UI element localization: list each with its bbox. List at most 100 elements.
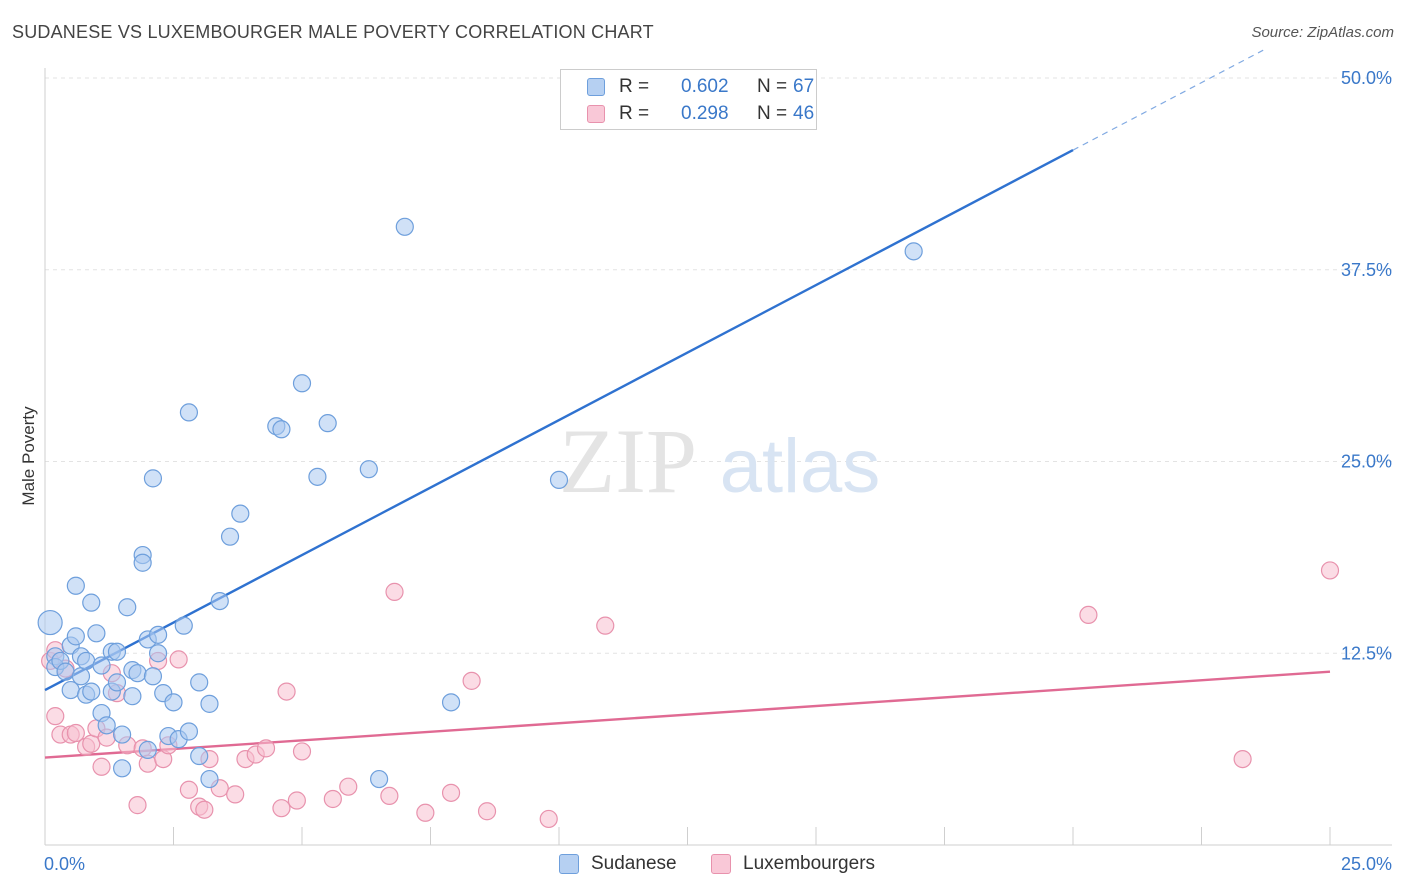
luxembourgers-point [256, 739, 276, 758]
luxembourgers-point [339, 777, 358, 796]
luxembourgers-point [46, 707, 65, 726]
sudanese-point [200, 769, 219, 789]
sudanese-point [148, 644, 168, 663]
sudanese-point [549, 470, 569, 490]
trend-line-luxembourgers [44, 670, 1331, 759]
luxembourgers-point [66, 723, 85, 743]
sudanese-point [359, 460, 378, 479]
trend-lines [44, 49, 1331, 759]
sudanese-point [190, 746, 209, 766]
luxembourgers-point [380, 786, 399, 806]
sudanese-point [112, 759, 132, 778]
legend-swatch-sudanese [587, 78, 605, 96]
luxembourgers-point [92, 757, 111, 776]
sudanese-point [66, 576, 85, 595]
sudanese-point [231, 504, 250, 523]
bottom-legend-label: Luxembourgers [743, 853, 876, 874]
sudanese-point [118, 598, 137, 617]
sudanese-point [200, 694, 219, 713]
y-tick-label: 25.0% [1341, 452, 1392, 472]
sudanese-point [272, 420, 291, 439]
sudanese-point [308, 467, 327, 486]
sudanese-point [292, 374, 312, 393]
x-tick-label: 25.0% [1341, 854, 1392, 874]
bottom-legend-swatch-sudanese [559, 854, 579, 874]
sudanese-point [71, 667, 91, 686]
y-tick-label: 37.5% [1341, 260, 1392, 280]
luxembourgers-point [82, 734, 101, 753]
x-tick-label: 0.0% [44, 854, 85, 874]
source-label: Source: ZipAtlas.com [1251, 24, 1394, 41]
y-tick-label: 12.5% [1341, 643, 1392, 663]
sudanese-point [128, 664, 147, 683]
sudanese-point [77, 651, 96, 671]
luxembourgers-point [272, 799, 291, 818]
legend-r-value: 0.602 [681, 76, 729, 97]
legend-r-label: R = [619, 103, 650, 124]
legend-n-value: 67 [793, 76, 815, 97]
trend-line-sudanese-extension [1072, 49, 1264, 151]
luxembourgers-point [462, 671, 481, 690]
sudanese-point [164, 693, 183, 712]
sudanese-point [179, 722, 199, 741]
watermark: ZIP atlas [559, 410, 880, 512]
sudanese-point [190, 673, 209, 692]
tick-labels: 12.5% 25.0% 37.5% 50.0% 0.0% 25.0% Male Povert… [19, 68, 1392, 874]
legend-r-value: 0.298 [681, 103, 729, 124]
luxembourgers-point [179, 780, 199, 799]
bottom-legend-label: Sudanese [591, 853, 677, 874]
sudanese-point [395, 217, 414, 236]
sudanese-point [148, 625, 168, 644]
sudanese-point [92, 656, 111, 675]
sudanese-point [904, 242, 923, 261]
watermark-atlas: atlas [720, 424, 881, 509]
legend-r-label: R = [619, 76, 650, 97]
y-axis-label: Male Poverty [19, 406, 38, 506]
sudanese-point [107, 673, 127, 692]
chart-title: SUDANESE VS LUXEMBOURGER MALE POVERTY CO… [12, 22, 654, 42]
grid-lines [45, 77, 1392, 654]
luxembourgers-point [287, 791, 306, 810]
luxembourgers-point [323, 789, 342, 809]
luxembourgers-point [292, 742, 312, 761]
sudanese-point [143, 469, 163, 488]
data-points [37, 217, 1340, 829]
luxembourgers-point [128, 796, 147, 815]
sudanese-point [56, 662, 75, 681]
axes [44, 68, 1392, 846]
legend-box: R = 0.602 N = 67 R = 0.298 N = 46 [560, 69, 817, 130]
luxembourgers-point [195, 800, 214, 819]
luxembourgers-point [441, 783, 461, 802]
luxembourgers-point [1079, 605, 1098, 625]
sudanese-point [138, 740, 157, 759]
sudanese-point [220, 527, 240, 546]
sudanese-point [143, 667, 163, 686]
sudanese-point [82, 682, 101, 701]
sudanese-point [210, 591, 229, 611]
luxembourgers-point [169, 650, 188, 669]
sudanese-point [97, 716, 116, 735]
luxembourgers-point [477, 802, 497, 821]
legend-n-value: 46 [793, 103, 815, 124]
bottom-legend-swatch-luxembourgers [711, 854, 731, 874]
sudanese-point [123, 687, 142, 706]
luxembourgers-point [277, 682, 296, 701]
legend-swatch-luxembourgers [587, 105, 605, 123]
sudanese-point [133, 553, 152, 572]
luxembourgers-point [539, 809, 558, 829]
y-tick-label: 50.0% [1341, 68, 1392, 88]
sudanese-point [107, 642, 127, 661]
luxembourgers-point [1320, 561, 1340, 580]
sudanese-point [87, 624, 106, 643]
sudanese-point [441, 693, 461, 712]
sudanese-point [318, 414, 337, 433]
luxembourgers-point [226, 785, 245, 804]
sudanese-point [66, 627, 85, 646]
sudanese-point [37, 609, 63, 636]
trend-line-sudanese [44, 149, 1074, 692]
sudanese-point [179, 403, 199, 422]
legend-n-label: N = [757, 103, 788, 124]
sudanese-point [82, 593, 101, 612]
legend-n-label: N = [757, 76, 788, 97]
luxembourgers-point [416, 803, 435, 822]
